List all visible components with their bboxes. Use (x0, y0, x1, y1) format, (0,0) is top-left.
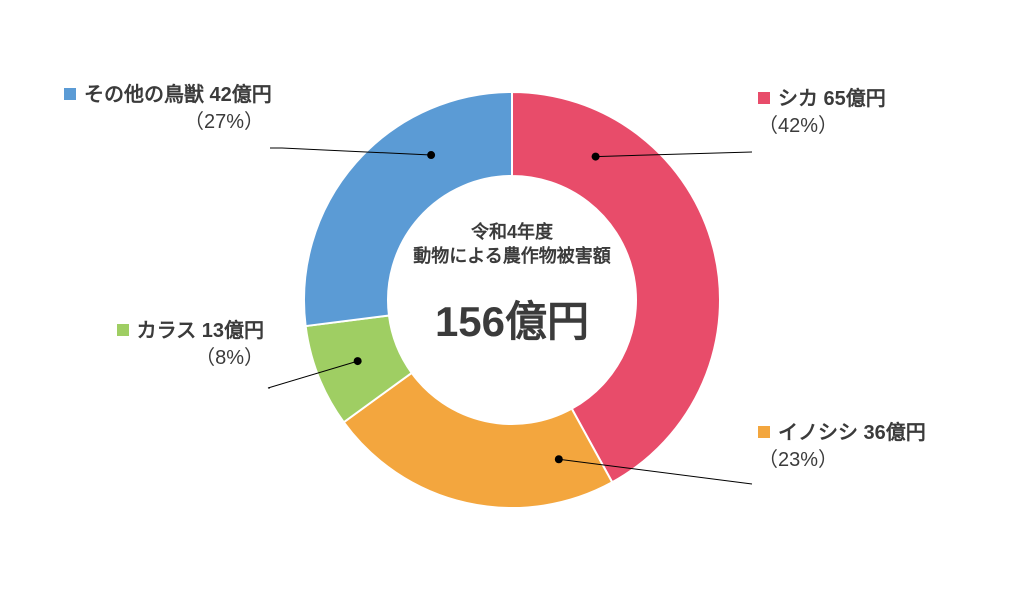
callout-label-karasu: カラス 13億円 (137, 320, 264, 342)
center-line1: 令和4年度 (382, 218, 642, 244)
swatch-sonota (64, 88, 76, 100)
callout-label-sonota: その他の鳥獣 42億円 (84, 84, 272, 106)
callout-percent-shika: （42%） (758, 113, 958, 140)
leader-dot-sonota (427, 151, 435, 159)
callout-label-inoshishi: イノシシ 36億円 (778, 422, 926, 444)
swatch-inoshishi (758, 426, 770, 438)
callout-percent-karasu: （8%） (64, 345, 264, 372)
leader-dot-shika (592, 153, 600, 161)
callout-percent-inoshishi: （23%） (758, 447, 958, 474)
swatch-shika (758, 92, 770, 104)
leader-dot-inoshishi (555, 455, 563, 463)
center-total: 156億円 (382, 288, 642, 349)
swatch-karasu (117, 324, 129, 336)
callout-shika: シカ 65億円 （42%） (758, 86, 958, 140)
callout-sonota: その他の鳥獣 42億円（27%） (64, 82, 264, 136)
leader-dot-karasu (354, 357, 362, 365)
callout-inoshishi: イノシシ 36億円 （23%） (758, 420, 958, 474)
donut-chart: 令和4年度 動物による農作物被害額 156億円 シカ 65億円 （42%） イノシシ… (0, 0, 1024, 603)
center-line2: 動物による農作物被害額 (382, 242, 642, 268)
callout-karasu: カラス 13億円 （8%） (64, 318, 264, 372)
callout-label-shika: シカ 65億円 (778, 88, 886, 110)
callout-percent-sonota: （27%） (64, 109, 264, 136)
